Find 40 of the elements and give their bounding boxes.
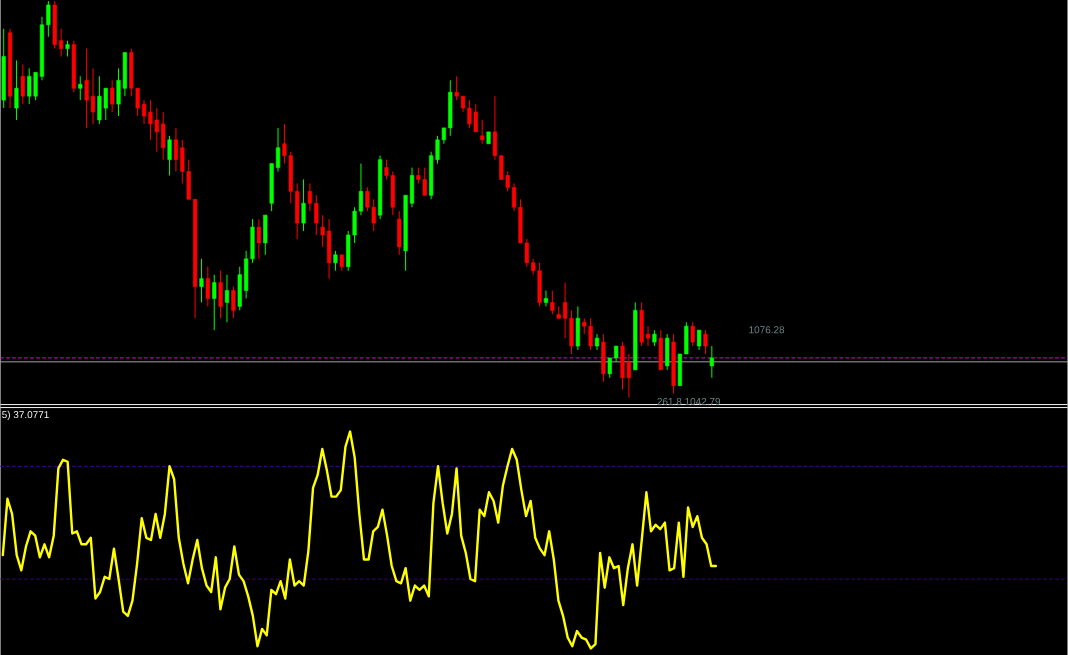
candlestick bbox=[78, 75, 83, 101]
candlestick bbox=[543, 289, 549, 307]
candlestick bbox=[218, 270, 223, 319]
candlestick bbox=[46, 0, 51, 37]
candlestick bbox=[59, 28, 64, 57]
candlestick bbox=[199, 258, 204, 303]
candlestick bbox=[141, 99, 147, 125]
candlestick bbox=[358, 162, 364, 216]
candlestick bbox=[90, 67, 96, 125]
candlestick bbox=[703, 329, 708, 355]
candlestick bbox=[696, 329, 702, 351]
candlestick bbox=[709, 345, 714, 379]
candlestick bbox=[212, 273, 217, 331]
text: 1076.28 bbox=[749, 326, 785, 334]
candlestick bbox=[320, 214, 325, 248]
candlestick bbox=[205, 266, 210, 307]
candlestick bbox=[645, 325, 651, 347]
candlestick bbox=[84, 47, 89, 129]
candlestick bbox=[314, 194, 319, 236]
candlestick bbox=[492, 95, 498, 160]
candlestick bbox=[231, 285, 236, 319]
candlestick bbox=[307, 182, 312, 212]
candlestick bbox=[607, 357, 612, 379]
candlestick bbox=[14, 59, 19, 121]
candlestick bbox=[110, 79, 115, 113]
candlestick bbox=[256, 218, 261, 260]
candlestick bbox=[161, 111, 166, 160]
candlestick bbox=[480, 119, 485, 145]
text: 261.8 1042.79 bbox=[657, 397, 721, 405]
candlestick bbox=[173, 127, 179, 172]
candlestick bbox=[20, 63, 25, 105]
candlestick bbox=[167, 135, 172, 176]
candlestick bbox=[275, 127, 281, 172]
candlestick bbox=[333, 250, 338, 271]
candlestick bbox=[224, 273, 230, 323]
candlestick bbox=[690, 321, 695, 347]
candlestick bbox=[301, 178, 306, 232]
text: 5) 37.0771 bbox=[2, 410, 49, 420]
candlestick bbox=[454, 75, 459, 101]
candlestick bbox=[550, 289, 555, 315]
